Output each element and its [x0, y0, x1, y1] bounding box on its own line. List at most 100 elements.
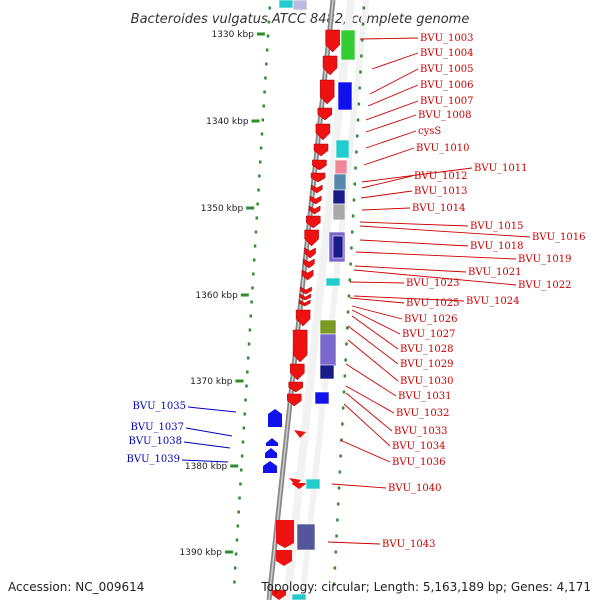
gene-label-reverse[interactable]: BVU_1039 [127, 454, 180, 465]
gene-label-forward[interactable]: cysS [418, 126, 441, 137]
callout-line [359, 221, 469, 227]
cds-forward [322, 55, 338, 76]
cds-forward [289, 478, 301, 486]
gene-label-forward[interactable]: BVU_1026 [404, 314, 457, 325]
ruler-dot [267, 20, 271, 24]
ruler-dot [258, 174, 261, 178]
gene-label-forward[interactable]: BVU_1013 [414, 186, 467, 197]
gene-label-reverse[interactable]: BVU_1037 [131, 422, 184, 433]
gene-label-forward[interactable]: BVU_1012 [414, 171, 467, 182]
gene-label-forward[interactable]: BVU_1021 [468, 267, 521, 278]
ruler-dot [240, 454, 244, 458]
ruler-dot [248, 328, 252, 332]
ruler-dot [233, 566, 237, 570]
gene-label-forward[interactable]: BVU_1033 [394, 426, 447, 437]
topology-text: Topology: circular; Length: 5,163,189 bp… [261, 580, 591, 594]
kbp-label: 1350 kbp [201, 204, 244, 214]
callout-line [365, 130, 417, 149]
ruler-dot [355, 150, 358, 154]
gene-label-forward[interactable]: BVU_1006 [420, 80, 473, 91]
cds-forward [325, 29, 340, 53]
gene-label-forward[interactable]: BVU_1022 [518, 280, 571, 291]
ruler-dot [239, 482, 242, 486]
gene-label-forward[interactable]: BVU_1029 [400, 359, 453, 370]
cds-forward [313, 143, 329, 157]
kbp-ruler: 1330 kbp 1340 kbp 1350 kbp 1360 kbp 1370 kbp… [180, 6, 366, 586]
ruler-dot [355, 134, 359, 138]
gene-label-forward[interactable]: BVU_1027 [402, 329, 455, 340]
gene-label-forward[interactable]: BVU_1003 [420, 33, 473, 44]
gene-label-forward[interactable]: BVU_1010 [416, 143, 469, 154]
gene-label-forward[interactable]: BVU_1007 [420, 96, 473, 107]
gene-label-forward[interactable]: BVU_1008 [418, 110, 471, 121]
ruler-dot [340, 438, 343, 442]
gene-label-forward[interactable]: BVU_1036 [392, 457, 445, 468]
ruler-dot [254, 230, 258, 234]
ruler-dot [345, 342, 348, 346]
ruler-dot [261, 118, 265, 122]
gene-block [296, 523, 316, 551]
callout-line [351, 315, 399, 350]
ruler-dot [238, 496, 241, 500]
callout-line [361, 175, 413, 189]
ruler-dot [360, 38, 364, 42]
gene-label-forward[interactable]: BVU_1031 [398, 391, 451, 402]
callout-line [331, 483, 387, 489]
gene-label-forward[interactable]: BVU_1023 [406, 278, 459, 289]
gene-label-forward[interactable]: BVU_1024 [466, 296, 519, 307]
ruler-dot [354, 166, 357, 170]
gene-label-forward[interactable]: BVU_1005 [420, 64, 473, 75]
ruler-dot [341, 406, 345, 410]
gene-block [319, 364, 335, 380]
gene-label-forward[interactable]: BVU_1040 [388, 483, 441, 494]
callout-line [185, 427, 233, 437]
callout-line [365, 114, 417, 133]
ruler-dot [247, 342, 251, 346]
gene-label-forward[interactable]: BVU_1015 [470, 221, 523, 232]
ruler-dot [233, 580, 236, 584]
gene-label-reverse[interactable]: BVU_1035 [133, 401, 186, 412]
gene-label-forward[interactable]: BVU_1034 [392, 441, 445, 452]
gene-block [332, 203, 346, 221]
gene-label-forward[interactable]: BVU_1028 [400, 344, 453, 355]
kbp-label: 1380 kbp [185, 462, 228, 472]
kbp-tick [251, 119, 260, 123]
gene-block [319, 319, 337, 335]
gene-label-forward[interactable]: BVU_1004 [420, 48, 473, 59]
cds-forward [304, 247, 316, 259]
cds-forward [298, 299, 311, 307]
gene-label-forward[interactable]: BVU_1016 [532, 232, 585, 243]
kbp-tick [224, 550, 233, 554]
ruler-dot [245, 384, 248, 388]
ruler-dot [241, 440, 245, 444]
gene-label-forward[interactable]: BVU_1011 [474, 163, 527, 174]
gene-label-forward[interactable]: BVU_1018 [470, 241, 523, 252]
gene-label-reverse[interactable]: BVU_1038 [129, 436, 182, 447]
ruler-dot [359, 70, 362, 74]
ruler-dot [244, 398, 247, 402]
ruler-dot [346, 310, 350, 314]
gene-label-forward[interactable]: BVU_1014 [412, 203, 465, 214]
callout-line [361, 167, 473, 183]
gene-label-forward[interactable]: BVU_1025 [406, 298, 459, 309]
gene-block [325, 277, 341, 287]
cds-forward [308, 205, 321, 215]
callout-line [343, 403, 391, 447]
gene-label-forward[interactable]: BVU_1032 [396, 408, 449, 419]
gene-label-forward[interactable]: BVU_1030 [400, 376, 453, 387]
ruler-dot [336, 502, 340, 506]
gene-label-forward[interactable]: BVU_1019 [518, 254, 571, 265]
ruler-dot [262, 104, 265, 108]
gene-features [263, 0, 356, 600]
gene-label-forward[interactable]: BVU_1043 [382, 539, 435, 550]
callout-line [359, 225, 531, 238]
ruler-dot [253, 244, 257, 248]
callout-line [359, 37, 419, 40]
callout-line [349, 297, 405, 304]
callout-line [371, 52, 419, 70]
ruler-dot [333, 566, 337, 570]
gene-block [334, 159, 348, 175]
callout-line [351, 309, 401, 335]
ruler-dot [259, 160, 262, 164]
